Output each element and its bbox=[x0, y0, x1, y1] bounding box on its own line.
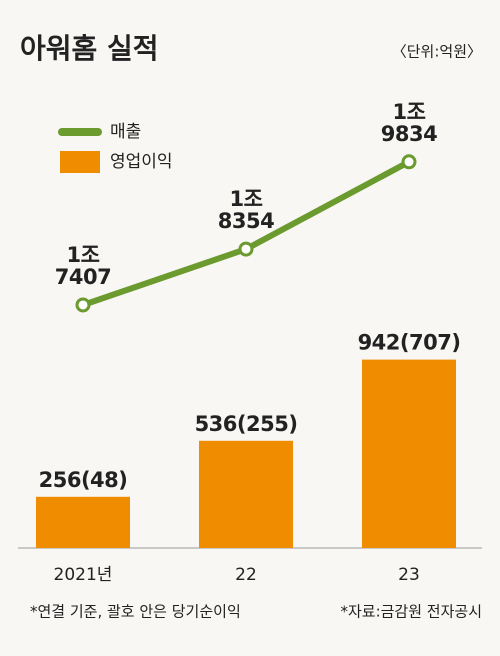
unit-label: 〈단위:억원〉 bbox=[392, 43, 482, 61]
point-label: 1조 8354 bbox=[218, 187, 274, 233]
legend-label: 매출 bbox=[110, 122, 141, 142]
point bbox=[75, 297, 91, 313]
x-tick-label: 22 bbox=[235, 565, 257, 585]
chart-title: 아워홈 실적 bbox=[20, 32, 159, 65]
footnote: *연결 기준, 괄호 안은 당기순이익 bbox=[30, 603, 241, 621]
legend-swatch bbox=[60, 151, 100, 173]
x-tick-label: 2021년 bbox=[54, 565, 113, 585]
point-label: 1조 9834 bbox=[381, 100, 437, 146]
point bbox=[238, 241, 254, 257]
bar-label: 942(707) bbox=[358, 331, 461, 355]
bar-label: 536(255) bbox=[195, 412, 298, 436]
point bbox=[401, 154, 417, 170]
bar-label: 256(48) bbox=[39, 468, 128, 492]
legend-label: 영업이익 bbox=[110, 152, 173, 172]
source: *자료:금감원 전자공시 bbox=[340, 603, 482, 621]
x-tick-label: 23 bbox=[398, 565, 420, 585]
bar bbox=[36, 496, 130, 548]
bar bbox=[362, 359, 456, 548]
bar bbox=[199, 440, 293, 548]
sales-line bbox=[82, 159, 411, 308]
point-label: 1조 7407 bbox=[55, 243, 111, 289]
